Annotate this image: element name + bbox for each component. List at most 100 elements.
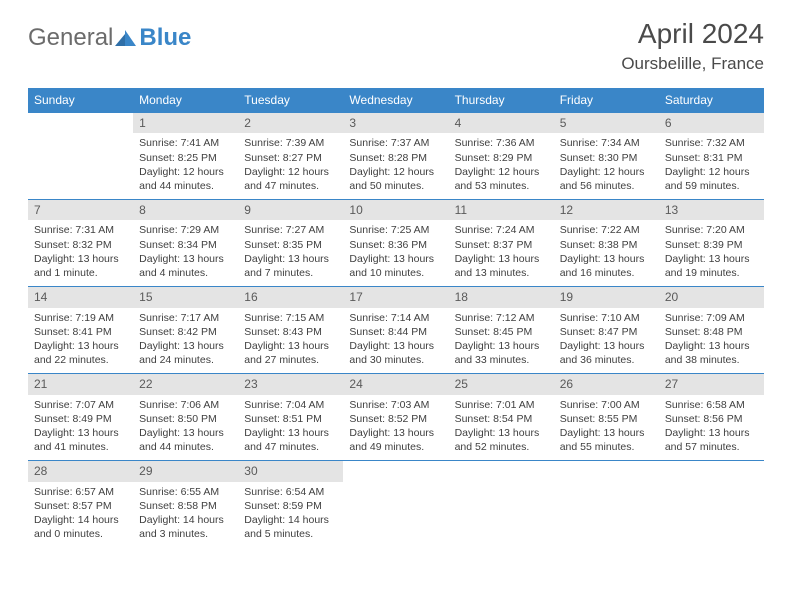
day-number: 25 bbox=[449, 374, 554, 394]
day-number: 1 bbox=[133, 113, 238, 133]
location: Oursbelille, France bbox=[621, 54, 764, 74]
calendar-cell bbox=[659, 461, 764, 548]
calendar-week: 14Sunrise: 7:19 AMSunset: 8:41 PMDayligh… bbox=[28, 287, 764, 374]
calendar-cell: 19Sunrise: 7:10 AMSunset: 8:47 PMDayligh… bbox=[554, 287, 659, 374]
day-number: 28 bbox=[28, 461, 133, 481]
calendar-cell bbox=[449, 461, 554, 548]
calendar-table: Sunday Monday Tuesday Wednesday Thursday… bbox=[28, 88, 764, 547]
calendar-cell: 4Sunrise: 7:36 AMSunset: 8:29 PMDaylight… bbox=[449, 113, 554, 200]
day-number: 18 bbox=[449, 287, 554, 307]
day-number: 29 bbox=[133, 461, 238, 481]
calendar-cell: 24Sunrise: 7:03 AMSunset: 8:52 PMDayligh… bbox=[343, 374, 448, 461]
day-number: 8 bbox=[133, 200, 238, 220]
day-details: Sunrise: 6:54 AMSunset: 8:59 PMDaylight:… bbox=[238, 482, 343, 548]
day-number: 10 bbox=[343, 200, 448, 220]
day-number: 21 bbox=[28, 374, 133, 394]
day-number: 3 bbox=[343, 113, 448, 133]
calendar-week: 7Sunrise: 7:31 AMSunset: 8:32 PMDaylight… bbox=[28, 200, 764, 287]
day-details: Sunrise: 7:24 AMSunset: 8:37 PMDaylight:… bbox=[449, 220, 554, 286]
calendar-cell: 17Sunrise: 7:14 AMSunset: 8:44 PMDayligh… bbox=[343, 287, 448, 374]
day-number: 4 bbox=[449, 113, 554, 133]
calendar-cell: 15Sunrise: 7:17 AMSunset: 8:42 PMDayligh… bbox=[133, 287, 238, 374]
day-details: Sunrise: 7:09 AMSunset: 8:48 PMDaylight:… bbox=[659, 308, 764, 374]
header: General Blue April 2024 Oursbelille, Fra… bbox=[28, 18, 764, 74]
day-number: 27 bbox=[659, 374, 764, 394]
calendar-cell: 8Sunrise: 7:29 AMSunset: 8:34 PMDaylight… bbox=[133, 200, 238, 287]
day-details: Sunrise: 7:39 AMSunset: 8:27 PMDaylight:… bbox=[238, 133, 343, 199]
day-number: 6 bbox=[659, 113, 764, 133]
dow-friday: Friday bbox=[554, 88, 659, 113]
month-title: April 2024 bbox=[621, 18, 764, 50]
calendar-cell: 29Sunrise: 6:55 AMSunset: 8:58 PMDayligh… bbox=[133, 461, 238, 548]
calendar-cell: 14Sunrise: 7:19 AMSunset: 8:41 PMDayligh… bbox=[28, 287, 133, 374]
day-details: Sunrise: 7:19 AMSunset: 8:41 PMDaylight:… bbox=[28, 308, 133, 374]
brand-part2: Blue bbox=[139, 24, 191, 52]
day-details: Sunrise: 7:20 AMSunset: 8:39 PMDaylight:… bbox=[659, 220, 764, 286]
calendar-cell: 22Sunrise: 7:06 AMSunset: 8:50 PMDayligh… bbox=[133, 374, 238, 461]
day-number: 15 bbox=[133, 287, 238, 307]
day-number: 11 bbox=[449, 200, 554, 220]
day-number: 12 bbox=[554, 200, 659, 220]
day-details: Sunrise: 7:15 AMSunset: 8:43 PMDaylight:… bbox=[238, 308, 343, 374]
day-details: Sunrise: 7:17 AMSunset: 8:42 PMDaylight:… bbox=[133, 308, 238, 374]
day-details: Sunrise: 7:27 AMSunset: 8:35 PMDaylight:… bbox=[238, 220, 343, 286]
calendar-cell: 21Sunrise: 7:07 AMSunset: 8:49 PMDayligh… bbox=[28, 374, 133, 461]
day-number: 30 bbox=[238, 461, 343, 481]
dow-wednesday: Wednesday bbox=[343, 88, 448, 113]
day-number: 7 bbox=[28, 200, 133, 220]
sail-icon bbox=[115, 28, 137, 46]
brand-part1: General bbox=[28, 24, 113, 52]
day-details: Sunrise: 6:57 AMSunset: 8:57 PMDaylight:… bbox=[28, 482, 133, 548]
calendar-cell: 26Sunrise: 7:00 AMSunset: 8:55 PMDayligh… bbox=[554, 374, 659, 461]
day-details: Sunrise: 7:14 AMSunset: 8:44 PMDaylight:… bbox=[343, 308, 448, 374]
calendar-cell: 23Sunrise: 7:04 AMSunset: 8:51 PMDayligh… bbox=[238, 374, 343, 461]
calendar-cell: 18Sunrise: 7:12 AMSunset: 8:45 PMDayligh… bbox=[449, 287, 554, 374]
day-number: 13 bbox=[659, 200, 764, 220]
calendar-week: 28Sunrise: 6:57 AMSunset: 8:57 PMDayligh… bbox=[28, 461, 764, 548]
day-details: Sunrise: 7:36 AMSunset: 8:29 PMDaylight:… bbox=[449, 133, 554, 199]
day-number: 20 bbox=[659, 287, 764, 307]
calendar-cell: 10Sunrise: 7:25 AMSunset: 8:36 PMDayligh… bbox=[343, 200, 448, 287]
calendar-cell: 12Sunrise: 7:22 AMSunset: 8:38 PMDayligh… bbox=[554, 200, 659, 287]
day-number: 24 bbox=[343, 374, 448, 394]
dow-row: Sunday Monday Tuesday Wednesday Thursday… bbox=[28, 88, 764, 113]
day-details: Sunrise: 7:31 AMSunset: 8:32 PMDaylight:… bbox=[28, 220, 133, 286]
calendar-week: 1Sunrise: 7:41 AMSunset: 8:25 PMDaylight… bbox=[28, 113, 764, 200]
dow-saturday: Saturday bbox=[659, 88, 764, 113]
day-details: Sunrise: 7:32 AMSunset: 8:31 PMDaylight:… bbox=[659, 133, 764, 199]
day-details: Sunrise: 6:58 AMSunset: 8:56 PMDaylight:… bbox=[659, 395, 764, 461]
day-details: Sunrise: 7:04 AMSunset: 8:51 PMDaylight:… bbox=[238, 395, 343, 461]
calendar-cell: 30Sunrise: 6:54 AMSunset: 8:59 PMDayligh… bbox=[238, 461, 343, 548]
day-details: Sunrise: 7:41 AMSunset: 8:25 PMDaylight:… bbox=[133, 133, 238, 199]
day-number: 26 bbox=[554, 374, 659, 394]
calendar-cell bbox=[28, 113, 133, 200]
calendar-cell: 20Sunrise: 7:09 AMSunset: 8:48 PMDayligh… bbox=[659, 287, 764, 374]
day-number: 5 bbox=[554, 113, 659, 133]
day-details: Sunrise: 7:22 AMSunset: 8:38 PMDaylight:… bbox=[554, 220, 659, 286]
day-number: 16 bbox=[238, 287, 343, 307]
day-number: 17 bbox=[343, 287, 448, 307]
day-details: Sunrise: 7:01 AMSunset: 8:54 PMDaylight:… bbox=[449, 395, 554, 461]
calendar-cell: 1Sunrise: 7:41 AMSunset: 8:25 PMDaylight… bbox=[133, 113, 238, 200]
day-details: Sunrise: 7:25 AMSunset: 8:36 PMDaylight:… bbox=[343, 220, 448, 286]
day-details: Sunrise: 7:06 AMSunset: 8:50 PMDaylight:… bbox=[133, 395, 238, 461]
calendar-cell: 9Sunrise: 7:27 AMSunset: 8:35 PMDaylight… bbox=[238, 200, 343, 287]
day-details: Sunrise: 7:29 AMSunset: 8:34 PMDaylight:… bbox=[133, 220, 238, 286]
calendar-cell bbox=[343, 461, 448, 548]
brand-logo: General Blue bbox=[28, 18, 191, 52]
calendar-cell bbox=[554, 461, 659, 548]
calendar-cell: 7Sunrise: 7:31 AMSunset: 8:32 PMDaylight… bbox=[28, 200, 133, 287]
day-number: 22 bbox=[133, 374, 238, 394]
day-details: Sunrise: 7:37 AMSunset: 8:28 PMDaylight:… bbox=[343, 133, 448, 199]
calendar-cell: 27Sunrise: 6:58 AMSunset: 8:56 PMDayligh… bbox=[659, 374, 764, 461]
day-details: Sunrise: 7:03 AMSunset: 8:52 PMDaylight:… bbox=[343, 395, 448, 461]
dow-tuesday: Tuesday bbox=[238, 88, 343, 113]
calendar-week: 21Sunrise: 7:07 AMSunset: 8:49 PMDayligh… bbox=[28, 374, 764, 461]
day-details: Sunrise: 6:55 AMSunset: 8:58 PMDaylight:… bbox=[133, 482, 238, 548]
day-number: 23 bbox=[238, 374, 343, 394]
day-number: 14 bbox=[28, 287, 133, 307]
day-details: Sunrise: 7:34 AMSunset: 8:30 PMDaylight:… bbox=[554, 133, 659, 199]
calendar-cell: 2Sunrise: 7:39 AMSunset: 8:27 PMDaylight… bbox=[238, 113, 343, 200]
title-block: April 2024 Oursbelille, France bbox=[621, 18, 764, 74]
dow-monday: Monday bbox=[133, 88, 238, 113]
